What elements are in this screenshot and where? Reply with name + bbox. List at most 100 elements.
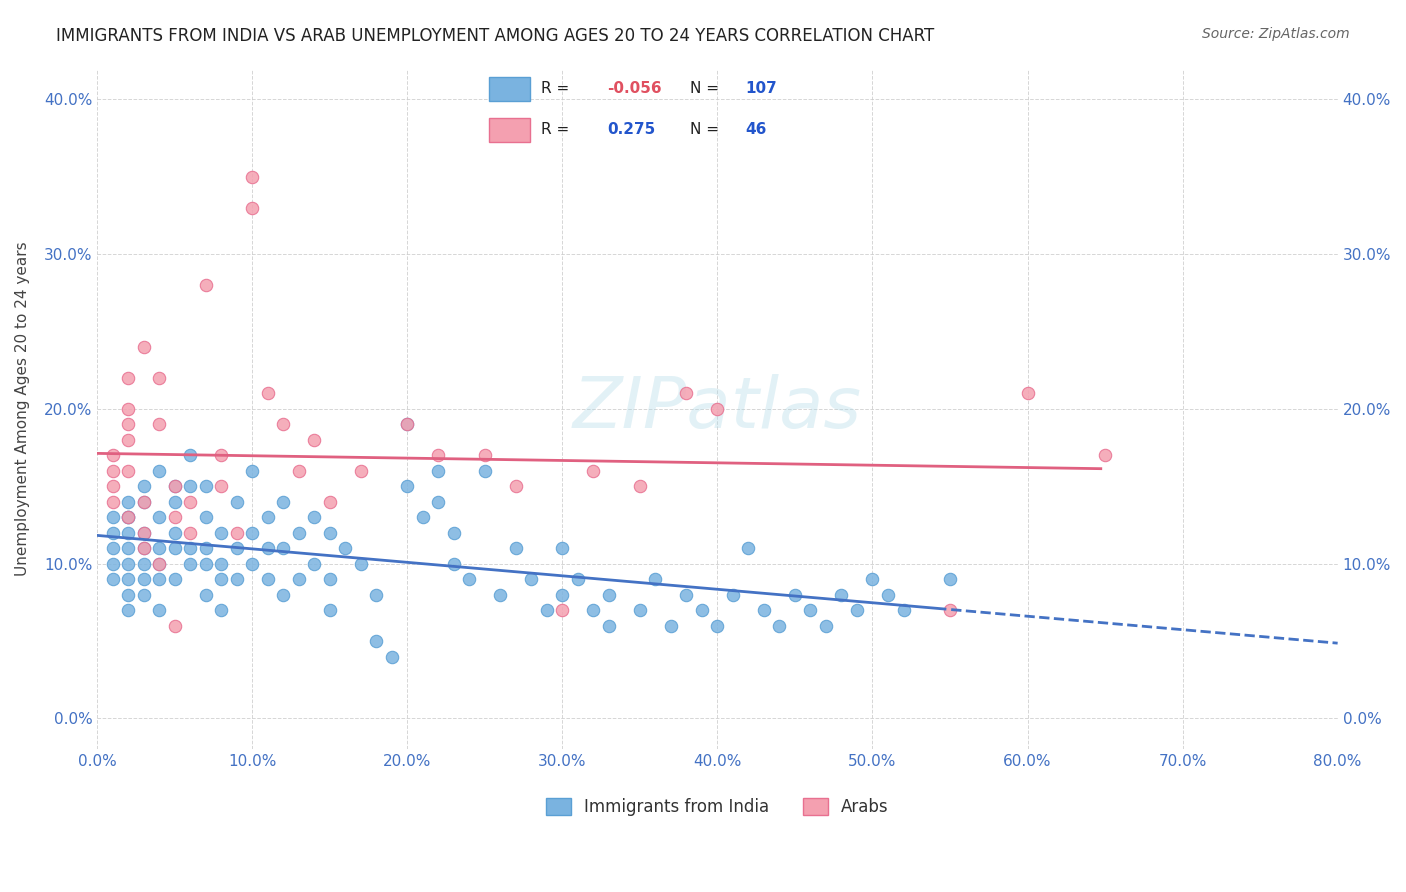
Point bbox=[225, 572, 247, 586]
Point bbox=[304, 510, 326, 524]
Point bbox=[582, 464, 605, 478]
Point bbox=[350, 464, 373, 478]
Point bbox=[271, 495, 294, 509]
Point bbox=[1017, 386, 1039, 401]
Point bbox=[862, 572, 884, 586]
Point bbox=[194, 541, 217, 556]
Point bbox=[194, 557, 217, 571]
Point bbox=[706, 401, 728, 416]
Point bbox=[256, 510, 278, 524]
Point bbox=[148, 371, 170, 385]
Point bbox=[489, 588, 512, 602]
Point bbox=[582, 603, 605, 617]
Point bbox=[132, 340, 155, 354]
Point bbox=[335, 541, 357, 556]
Point bbox=[628, 603, 651, 617]
Point bbox=[814, 618, 837, 632]
Point bbox=[132, 588, 155, 602]
Point bbox=[319, 572, 342, 586]
Point bbox=[768, 618, 790, 632]
Point bbox=[551, 588, 574, 602]
Point bbox=[163, 479, 186, 493]
Point bbox=[474, 464, 496, 478]
Point bbox=[240, 464, 263, 478]
Point bbox=[225, 541, 247, 556]
Point bbox=[288, 525, 311, 540]
Point bbox=[240, 201, 263, 215]
Point bbox=[117, 510, 139, 524]
Point bbox=[799, 603, 821, 617]
Point bbox=[366, 634, 388, 648]
Point bbox=[381, 649, 404, 664]
Point bbox=[443, 557, 465, 571]
Point bbox=[148, 603, 170, 617]
Point bbox=[194, 479, 217, 493]
Point bbox=[659, 618, 682, 632]
Point bbox=[117, 557, 139, 571]
Point bbox=[396, 479, 419, 493]
Point bbox=[396, 417, 419, 432]
Point bbox=[256, 386, 278, 401]
Point bbox=[132, 495, 155, 509]
Point bbox=[304, 557, 326, 571]
Point bbox=[737, 541, 759, 556]
Point bbox=[783, 588, 806, 602]
Point bbox=[117, 417, 139, 432]
Point bbox=[179, 541, 201, 556]
Point bbox=[117, 525, 139, 540]
Point bbox=[1094, 449, 1116, 463]
Point bbox=[209, 479, 232, 493]
Point bbox=[117, 464, 139, 478]
Point bbox=[101, 557, 124, 571]
Point bbox=[148, 464, 170, 478]
Point bbox=[427, 495, 450, 509]
Point bbox=[101, 572, 124, 586]
Point bbox=[117, 603, 139, 617]
Point bbox=[209, 572, 232, 586]
Point bbox=[877, 588, 900, 602]
Point bbox=[179, 449, 201, 463]
Point bbox=[893, 603, 915, 617]
Point bbox=[179, 495, 201, 509]
Point bbox=[644, 572, 666, 586]
Point bbox=[132, 541, 155, 556]
Point bbox=[117, 572, 139, 586]
Point bbox=[628, 479, 651, 493]
Point bbox=[148, 541, 170, 556]
Point bbox=[939, 603, 962, 617]
Point bbox=[240, 169, 263, 184]
Point bbox=[209, 603, 232, 617]
Point bbox=[939, 572, 962, 586]
Point bbox=[396, 417, 419, 432]
Point bbox=[148, 572, 170, 586]
Point bbox=[148, 557, 170, 571]
Point bbox=[163, 572, 186, 586]
Point bbox=[148, 417, 170, 432]
Point bbox=[304, 433, 326, 447]
Point bbox=[846, 603, 869, 617]
Point bbox=[179, 525, 201, 540]
Point bbox=[752, 603, 775, 617]
Point bbox=[163, 479, 186, 493]
Point bbox=[132, 479, 155, 493]
Point bbox=[101, 449, 124, 463]
Point bbox=[163, 525, 186, 540]
Point bbox=[117, 510, 139, 524]
Point bbox=[458, 572, 481, 586]
Point bbox=[675, 386, 697, 401]
Point bbox=[443, 525, 465, 540]
Point bbox=[148, 510, 170, 524]
Point bbox=[675, 588, 697, 602]
Point bbox=[132, 495, 155, 509]
Point bbox=[319, 603, 342, 617]
Point bbox=[194, 510, 217, 524]
Point bbox=[551, 541, 574, 556]
Point bbox=[117, 371, 139, 385]
Point bbox=[225, 495, 247, 509]
Point bbox=[256, 541, 278, 556]
Point bbox=[194, 588, 217, 602]
Point bbox=[101, 495, 124, 509]
Point bbox=[598, 618, 620, 632]
Text: Source: ZipAtlas.com: Source: ZipAtlas.com bbox=[1202, 27, 1350, 41]
Legend: Immigrants from India, Arabs: Immigrants from India, Arabs bbox=[540, 791, 896, 822]
